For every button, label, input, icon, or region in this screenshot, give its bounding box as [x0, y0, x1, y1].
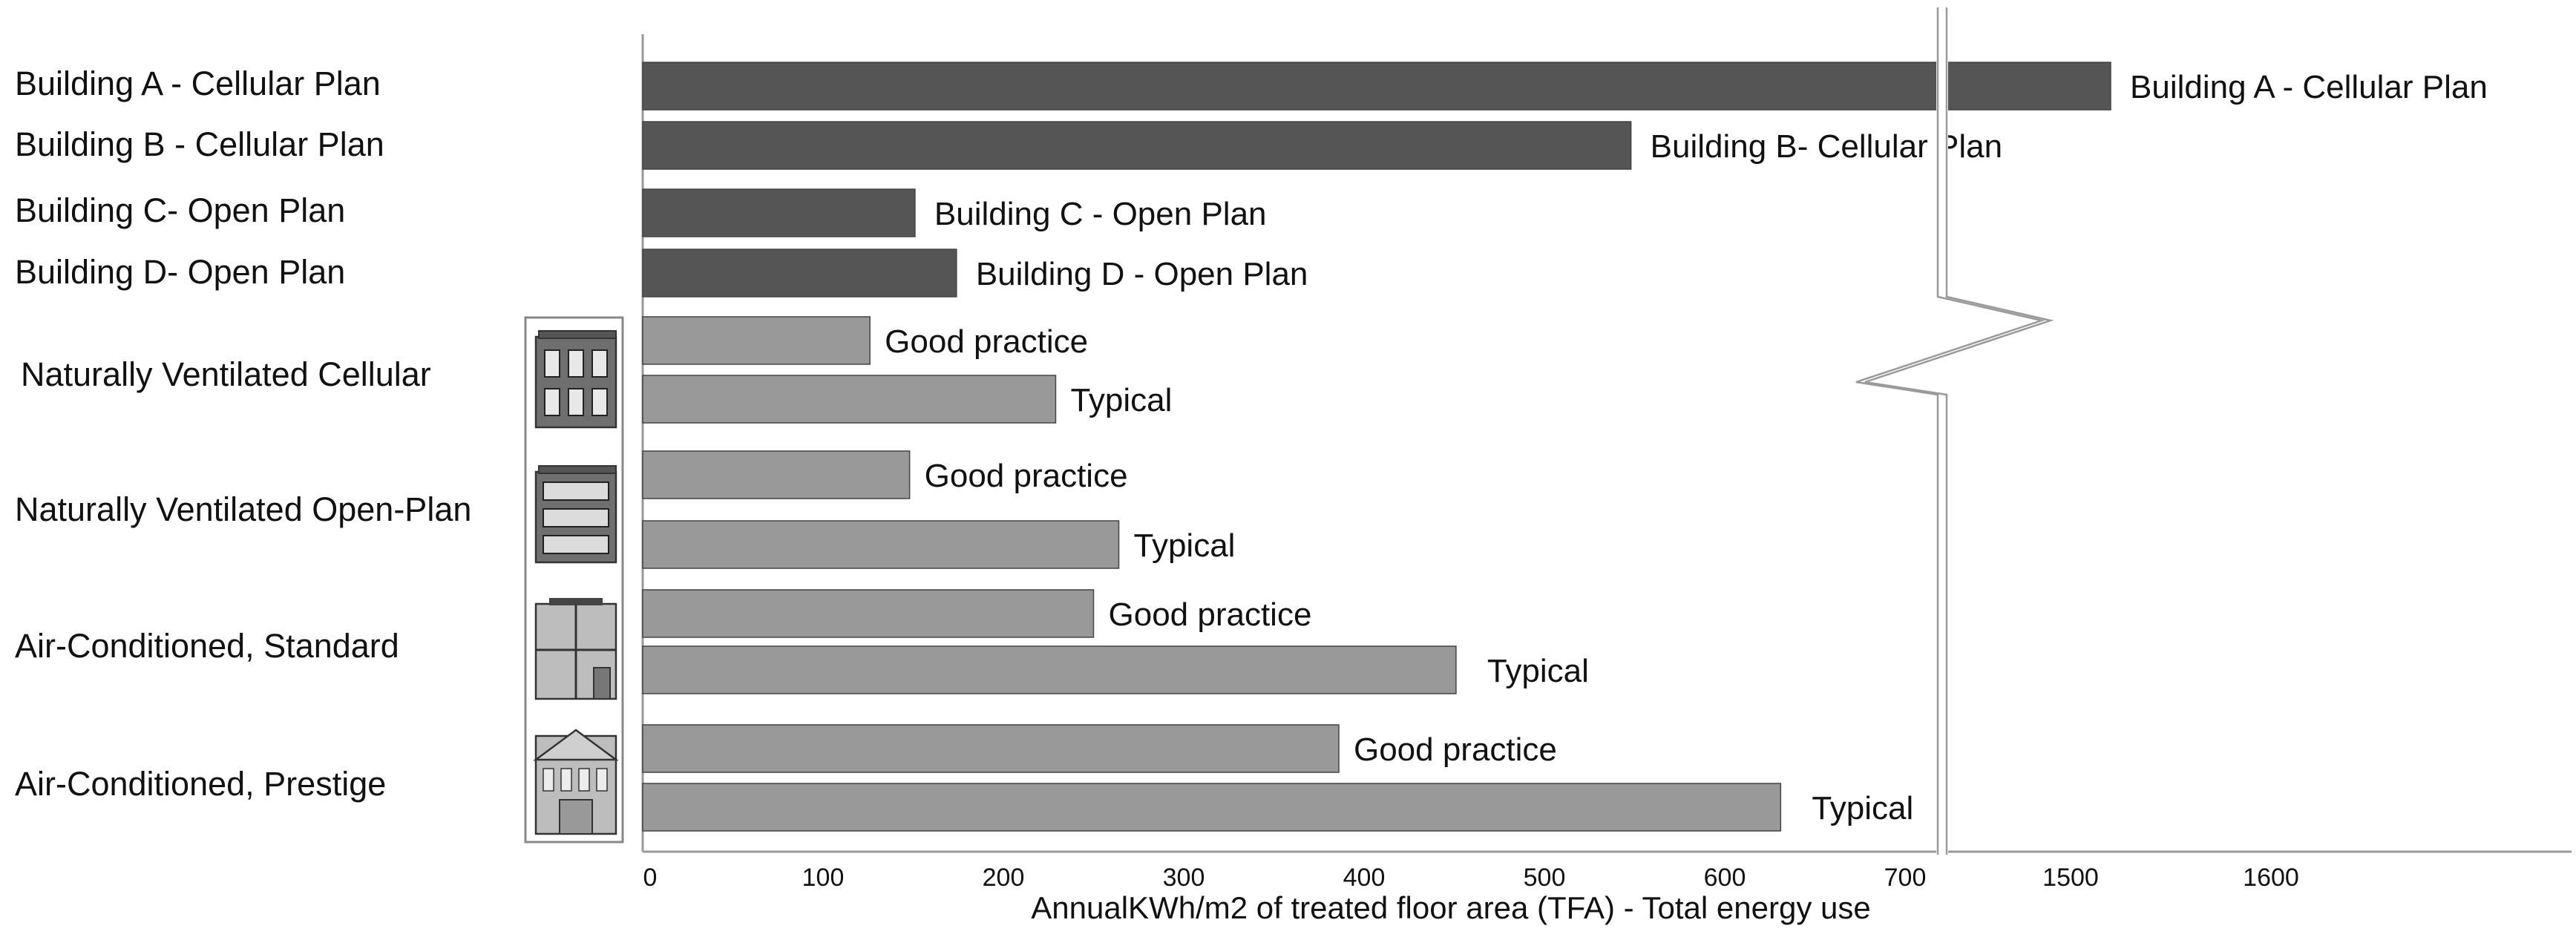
x-axis-ticks: 0 100 200 300 400 500 600 700 1500 1600	[643, 864, 2299, 892]
category-label-air-conditioned-prestige: Air-Conditioned, Prestige	[15, 765, 386, 803]
x-tick-label-100: 100	[802, 864, 845, 892]
bar-building-c-open-plan-building-c-open-plan	[642, 188, 916, 237]
bar-label-naturally-ventilated-cellular-good-practice: Good practice	[885, 323, 1088, 360]
axes	[641, 34, 2572, 853]
bar-label-air-conditioned-standard-good-practice: Good practice	[1109, 596, 1312, 633]
bar-label-air-conditioned-standard-typical: Typical	[1487, 653, 1589, 689]
category-labels: Building A - Cellular Plan Building B - C…	[15, 65, 471, 803]
x-tick-label-700: 700	[1884, 864, 1927, 892]
x-tick-label-400: 400	[1343, 864, 1386, 892]
bar-naturally-ventilated-open-plan-good-practice	[642, 450, 911, 499]
bar-label-air-conditioned-prestige-good-practice: Good practice	[1354, 731, 1557, 768]
x-tick-label-1600: 1600	[2243, 864, 2299, 892]
axis-break-line-2	[1864, 7, 2054, 855]
bar-label-air-conditioned-prestige-typical: Typical	[1812, 790, 1913, 826]
bar-label-naturally-ventilated-cellular-typical: Typical	[1070, 382, 1172, 418]
building-icons-panel	[524, 316, 624, 844]
x-tick-label-500: 500	[1524, 864, 1566, 892]
bar-building-b-cellular-plan-building-b-cellular-plan	[642, 121, 1632, 170]
open-plan-office-building-icon	[534, 465, 617, 564]
category-label-building-b-cellular-plan: Building B - Cellular Plan	[15, 125, 384, 163]
x-tick-label-300: 300	[1163, 864, 1205, 892]
x-tick-label-1500: 1500	[2042, 864, 2099, 892]
bar-label-building-c-open-plan-building-c-open-plan: Building C - Open Plan	[934, 196, 1267, 232]
bar-air-conditioned-standard-typical	[642, 645, 1457, 694]
bar-air-conditioned-prestige-typical	[642, 783, 1782, 832]
bar-naturally-ventilated-cellular-good-practice	[642, 316, 871, 365]
bar-air-conditioned-prestige-good-practice	[642, 724, 1340, 773]
bar-air-conditioned-standard-good-practice	[642, 589, 1095, 638]
axis-break-gap	[1936, 0, 1948, 855]
cellular-office-building-icon	[534, 330, 617, 429]
category-label-building-d-open-plan: Building D- Open Plan	[15, 253, 345, 291]
x-tick-label-200: 200	[983, 864, 1025, 892]
standard-office-building-icon	[534, 598, 617, 700]
bar-label-naturally-ventilated-open-plan-good-practice: Good practice	[925, 458, 1128, 494]
category-label-air-conditioned-standard: Air-Conditioned, Standard	[15, 627, 399, 665]
bar-label-building-b-cellular-plan-building-b-cellular-plan: Building B- Cellular Plan	[1651, 128, 2002, 165]
bar-label-building-d-open-plan-building-d-open-plan: Building D - Open Plan	[976, 256, 1308, 292]
bar-label-building-a-cellular-plan-building-a-cellular-plan: Building A - Cellular Plan	[2130, 69, 2488, 105]
x-axis-title: AnnualKWh/m2 of treated floor area (TFA)…	[1031, 890, 1870, 925]
category-label-building-c-open-plan: Building C- Open Plan	[15, 191, 345, 229]
bar-building-d-open-plan-building-d-open-plan	[642, 249, 957, 297]
bars: Building A - Cellular Plan Building B- Ce…	[642, 62, 2488, 832]
x-tick-label-0: 0	[643, 864, 658, 892]
bar-naturally-ventilated-open-plan-typical	[642, 520, 1120, 569]
prestige-office-building-icon	[533, 729, 619, 835]
category-label-naturally-ventilated-cellular: Naturally Ventilated Cellular	[21, 355, 431, 393]
axis-break-marker	[1855, 0, 2054, 855]
category-label-naturally-ventilated-open-plan: Naturally Ventilated Open-Plan	[15, 490, 471, 528]
category-label-building-a-cellular-plan: Building A - Cellular Plan	[15, 65, 381, 102]
bar-naturally-ventilated-cellular-typical	[642, 375, 1057, 424]
bar-building-a-cellular-plan-building-a-cellular-plan	[642, 62, 2111, 111]
axis-break-line-1	[1855, 7, 2045, 855]
x-tick-label-600: 600	[1704, 864, 1746, 892]
bar-label-naturally-ventilated-open-plan-typical: Typical	[1134, 527, 1236, 564]
